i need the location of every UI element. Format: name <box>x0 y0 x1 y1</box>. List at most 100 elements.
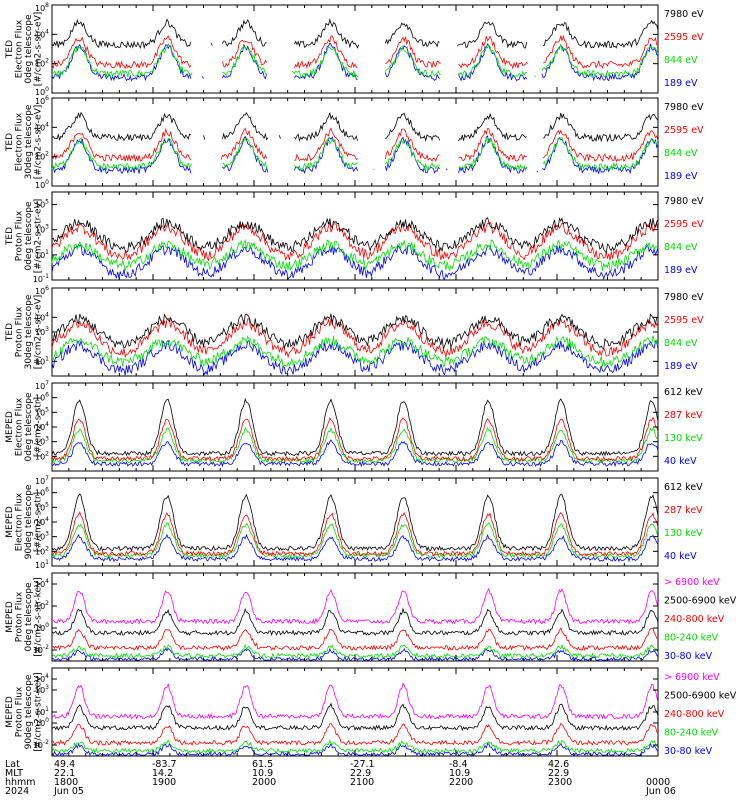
x-column-value: 2100 <box>350 777 374 788</box>
legend-entry: 40 keV <box>664 456 697 467</box>
legend-entry: 7980 eV <box>664 292 704 303</box>
series-287-kev <box>51 511 659 557</box>
y-tick-label: 107 <box>35 380 49 391</box>
x-column-value: 14.2 <box>152 768 173 779</box>
legend-entry: 7980 eV <box>664 9 704 20</box>
legend-entry: 2595 eV <box>664 32 704 43</box>
x-column-value: 10.9 <box>252 768 273 779</box>
x-row-label: 2024 <box>5 786 29 797</box>
legend-entry: 30-80 keV <box>664 746 713 757</box>
y-tick-label: 104 <box>35 516 49 527</box>
legend-entry: 2500-6900 keV <box>664 691 737 702</box>
x-column-value: 22.9 <box>350 768 371 779</box>
y-axis-label: MEPEDProton Flux0deg telescope[#/cm2-s-s… <box>5 577 44 656</box>
x-row-label: hhmm <box>5 777 36 788</box>
series-40-kev <box>51 439 659 468</box>
y-tick-label: 100 <box>35 179 49 190</box>
legend-entry: 2595 eV <box>664 219 704 230</box>
legend-entry: 612 keV <box>664 482 703 493</box>
x-column-value: -27.1 <box>350 759 375 770</box>
panel-frame <box>51 667 659 757</box>
x-column-value: 49.4 <box>54 759 75 770</box>
legend-entry: 844 eV <box>664 55 698 66</box>
y-tick-label: 10-2 <box>33 644 49 655</box>
series-844-ev <box>51 43 659 79</box>
y-tick-label: 106 <box>35 487 49 498</box>
series-240-800-kev <box>51 722 659 747</box>
x-column-value: 1900 <box>152 777 176 788</box>
x-column-value: 61.5 <box>252 759 273 770</box>
y-axis-label: TEDElectron Flux30deg telescope[#/cm2-s-… <box>5 104 44 179</box>
legend-entry: 40 keV <box>664 551 697 562</box>
y-tick-label: 102 <box>35 58 49 69</box>
y-tick-label: 10-1 <box>33 273 49 284</box>
legend-entry: > 6900 keV <box>664 577 720 588</box>
x-column-value: 2000 <box>252 777 276 788</box>
y-tick-label: 101 <box>35 706 49 717</box>
y-tick-label: 107 <box>35 475 49 486</box>
series--6900-kev <box>51 682 659 720</box>
legend-entry: 844 eV <box>664 338 698 349</box>
legend-entry: 189 eV <box>664 171 698 182</box>
series-2500-6900-kev <box>51 702 659 732</box>
series-7980-ev <box>51 313 659 351</box>
panel-frame <box>51 97 659 187</box>
series-189-ev <box>51 243 659 281</box>
legend-entry: 844 eV <box>664 148 698 159</box>
x-column-value: 1800 <box>54 777 78 788</box>
x-column-value: -8.4 <box>449 759 468 770</box>
y-tick-label: 105 <box>35 199 49 210</box>
legend-entry: 189 eV <box>664 361 698 372</box>
series-287-kev <box>51 416 659 462</box>
x-column-value: -83.7 <box>152 759 177 770</box>
y-tick-label: 100 <box>35 86 49 97</box>
y-tick-label: 101 <box>35 249 49 260</box>
y-tick-label: 106 <box>35 285 49 296</box>
legend-entry: 2595 eV <box>664 315 704 326</box>
y-tick-label: 103 <box>35 326 49 337</box>
y-axis-label: MEPEDProton Flux90deg telescope[#/cm2-s-… <box>5 672 44 751</box>
legend-entry: 240-800 keV <box>664 709 725 720</box>
series-2500-6900-kev <box>51 607 659 637</box>
series-844-ev <box>51 136 659 172</box>
y-axis-label: TEDProton Flux0deg telescope[#/cm2-s-str… <box>5 199 44 274</box>
panel-frame <box>51 572 659 662</box>
legend-entry: 287 keV <box>664 505 703 516</box>
x-row-label: Lat <box>5 759 20 770</box>
series-189-ev <box>51 135 659 175</box>
legend-entry: 844 eV <box>664 242 698 253</box>
y-tick-label: 100 <box>35 622 49 633</box>
y-tick-label: 104 <box>35 421 49 432</box>
legend-entry: 130 keV <box>664 433 703 444</box>
y-tick-label: 102 <box>35 151 49 162</box>
y-tick-label: 103 <box>35 224 49 235</box>
legend-entry: 189 eV <box>664 78 698 89</box>
y-tick-label: 102 <box>35 545 49 556</box>
x-column-value: 22.9 <box>548 768 569 779</box>
x-column-value: 10.9 <box>449 768 470 779</box>
y-axis-label: TEDElectron Flux0deg telescope[#/cm2-s-s… <box>5 12 44 87</box>
y-tick-label: 104 <box>35 121 49 132</box>
series-844-ev <box>52 335 659 368</box>
series-844-ev <box>51 238 659 272</box>
series-612-kev <box>51 397 659 457</box>
y-tick-label: 10-2 <box>33 739 49 750</box>
x-column-value: Jun 06 <box>645 786 676 797</box>
legend-entry: 7980 eV <box>664 196 704 207</box>
y-axis-label: MEPEDElectron Flux90deg telescope[#/cm2-… <box>5 484 44 559</box>
y-tick-label: 104 <box>35 673 49 684</box>
series-2595-ev <box>51 127 659 163</box>
y-axis-label: TEDProton Flux30deg telescope[#/cm2-s-st… <box>5 294 44 369</box>
series-240-800-kev <box>51 627 659 652</box>
series-2595-ev <box>51 221 659 262</box>
y-tick-label: 103 <box>35 531 49 542</box>
series-80-240-kev <box>51 643 659 659</box>
